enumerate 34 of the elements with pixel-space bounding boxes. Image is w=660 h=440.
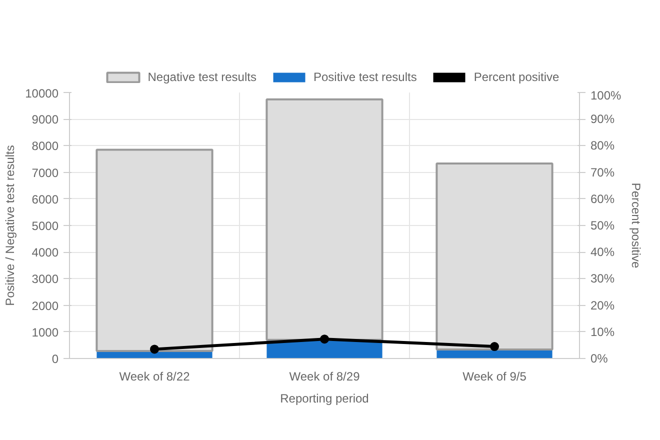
y-tick-label: 6000 <box>32 192 59 206</box>
y-tick-label: 10000 <box>25 86 59 100</box>
legend-label: Negative test results <box>148 70 256 84</box>
y2-tick-label: 50% <box>590 218 615 232</box>
x-axis-title: Reporting period <box>280 392 369 406</box>
y2-tick-label: 0% <box>590 352 608 366</box>
y-tick-label: 1000 <box>32 325 59 340</box>
y2-tick-label: 100% <box>590 88 622 102</box>
y2-tick-label: 30% <box>590 272 615 286</box>
y-tick-label: 8000 <box>32 139 59 154</box>
point <box>320 334 329 344</box>
x-tick-label: Week of 9/5 <box>462 370 527 384</box>
y2-tick-label: 10% <box>590 324 615 339</box>
y-tick-label: 4000 <box>32 246 59 260</box>
y-tick-label: 3000 <box>32 272 59 286</box>
x-tick-label: Week of 8/22 <box>119 370 190 384</box>
y2-axis-title: Percent positive <box>629 182 644 269</box>
y-tick-label: 0 <box>52 352 59 366</box>
y2-tick-label: 20% <box>590 298 615 312</box>
y2-tick-label: 80% <box>590 138 615 153</box>
y-tick-label: 5000 <box>32 219 59 233</box>
legend-label: Percent positive <box>474 70 560 84</box>
y-axis-title: Positive / Negative test results <box>3 145 18 306</box>
y-tick-label: 2000 <box>32 298 59 313</box>
y-tick-label: 7000 <box>32 166 59 180</box>
y2-tick-label: 70% <box>590 165 615 180</box>
legend-label: Positive test results <box>313 70 417 84</box>
y-tick-label: 9000 <box>32 112 59 127</box>
x-tick-label: Week of 8/29 <box>289 370 360 384</box>
point <box>150 344 159 354</box>
y2-tick-label: 40% <box>590 245 615 260</box>
point <box>490 342 499 352</box>
y2-tick-label: 60% <box>590 192 615 206</box>
y2-tick-label: 90% <box>590 112 615 126</box>
